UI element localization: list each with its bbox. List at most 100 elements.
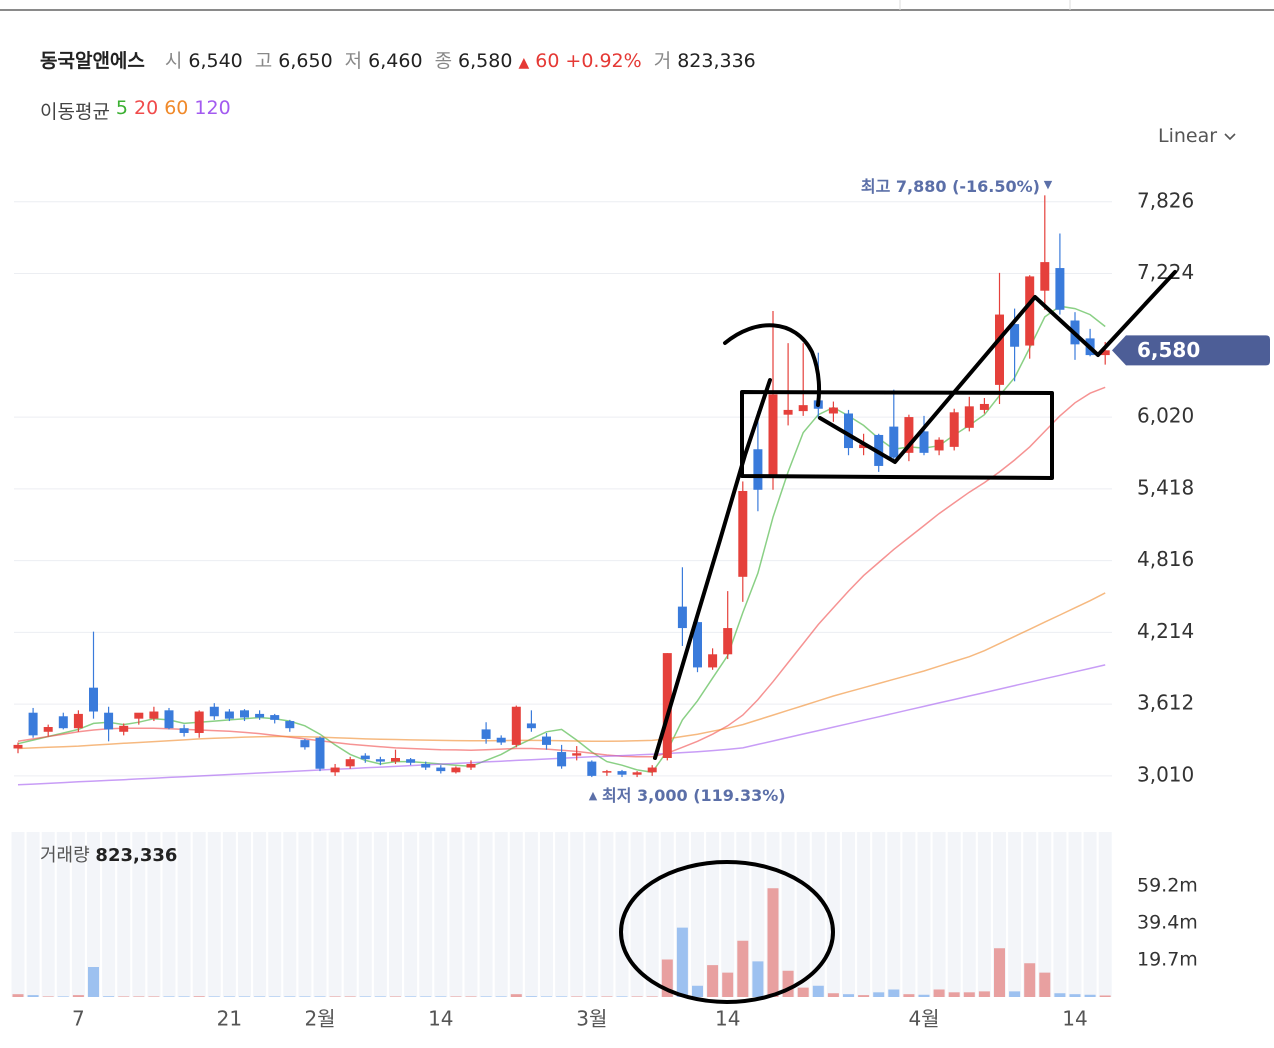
volume-stripe: [268, 832, 282, 997]
ma-title: 이동평균: [40, 101, 110, 123]
x-tick-label: 4월: [908, 1007, 939, 1031]
low-value: 6,460: [368, 50, 423, 72]
candle-body: [693, 622, 702, 668]
legend-entry: 20: [134, 97, 159, 119]
volume-bar: [963, 992, 975, 997]
y-tick-label: 4,816: [1137, 547, 1194, 571]
close-label: 종: [434, 50, 453, 72]
volume-bar: [782, 970, 794, 997]
volume-stripe: [962, 832, 976, 997]
volume-stripe: [524, 832, 538, 997]
volume-stripe: [555, 832, 569, 997]
volume-bar: [239, 996, 250, 997]
volume-stripe: [162, 832, 176, 997]
hand-stroke: [653, 378, 772, 760]
volume-bar: [344, 996, 356, 997]
candle-body: [224, 711, 234, 719]
candle-body: [844, 413, 853, 449]
candle-body: [934, 439, 944, 451]
x-tick-label: 3월: [576, 1007, 607, 1031]
candle-body: [647, 767, 657, 773]
scale-mode[interactable]: Linear: [1158, 125, 1218, 147]
hand-stroke: [723, 323, 822, 407]
volume-bar: [1009, 991, 1021, 997]
change-arrow: ▲: [518, 55, 530, 71]
volume-bar: [737, 940, 749, 997]
volume-stripe: [811, 832, 825, 997]
volume-stripe: [902, 832, 916, 997]
volume-stripe: [721, 832, 735, 997]
candle-body: [315, 737, 325, 769]
volume-bar: [616, 996, 628, 997]
ma-line: [17, 592, 1106, 750]
volume-stripe: [796, 832, 810, 997]
volume-bar: [571, 996, 583, 997]
candle-body: [179, 728, 189, 733]
volume-bar: [12, 994, 24, 997]
candle-body: [783, 409, 793, 415]
volume-bar: [480, 996, 492, 997]
volume-bar: [42, 996, 54, 997]
x-tick-label: 21: [217, 1007, 242, 1031]
volume-bar: [254, 996, 266, 997]
high-label: 고: [254, 50, 273, 72]
candle-body: [466, 763, 476, 768]
high-note-label: 최고: [861, 177, 891, 196]
volume-stripe: [283, 832, 297, 997]
grid: [14, 201, 1112, 777]
volume-stripe: [41, 832, 55, 997]
stock-name: 동국알앤에스: [40, 50, 145, 72]
volume-stripe: [509, 832, 523, 997]
volume-bar: [314, 996, 326, 997]
volume-stripe: [147, 832, 161, 997]
candles: [13, 195, 1110, 778]
volume-stripe: [947, 832, 961, 997]
volume-bar: [163, 996, 175, 997]
high-note-arrow: ▼: [1044, 178, 1053, 191]
volume-bar: [767, 888, 779, 997]
volume-stripe: [207, 832, 221, 997]
volume-stripe: [887, 832, 901, 997]
volume-bar: [450, 996, 462, 997]
volume-stripe: [343, 832, 357, 997]
last-price-tag: [1112, 335, 1270, 366]
volume-bar: [269, 996, 281, 997]
candle-body: [738, 490, 748, 577]
last-price-label: 6,580: [1137, 338, 1200, 362]
candle-body: [270, 715, 280, 720]
volume-bar: [390, 996, 401, 997]
volume-label: 거래량: [40, 845, 90, 866]
volume-stripe: [917, 832, 931, 997]
volume-tick-label: 39.4m: [1137, 912, 1198, 934]
volume-bar: [646, 996, 658, 997]
stock-header: 동국알앤에스 시 6,540 고 6,650 저 6,460 종 6,580 ▲ 60 +…: [40, 46, 756, 73]
candle-body: [632, 772, 642, 775]
volume-bar: [57, 996, 69, 997]
candle-body: [919, 431, 929, 453]
volume-stripe: [117, 832, 131, 997]
candle-body: [798, 405, 808, 412]
candle-body: [194, 711, 204, 733]
volume-bar: [948, 992, 960, 997]
volume-stripe: [751, 832, 765, 997]
candle-body: [557, 752, 567, 767]
candle-body: [1055, 268, 1065, 310]
volume-label: 거: [653, 50, 672, 72]
scale-select[interactable]: Linear: [1158, 125, 1237, 147]
candle-body: [406, 759, 416, 763]
candle-body: [104, 712, 114, 730]
volume-bar: [692, 985, 703, 997]
candle-body: [949, 412, 959, 447]
candle-body: [964, 406, 974, 428]
volume-bar: [405, 996, 417, 997]
candle-body: [436, 767, 446, 772]
candle-body: [995, 314, 1004, 385]
candle-body: [542, 736, 551, 745]
hand-box: [740, 390, 1054, 480]
candle-body: [768, 394, 778, 477]
volume-stripe: [706, 832, 720, 997]
volume-stripe: [298, 832, 312, 997]
candle-body: [451, 767, 461, 773]
volume-stripe: [1038, 832, 1052, 997]
